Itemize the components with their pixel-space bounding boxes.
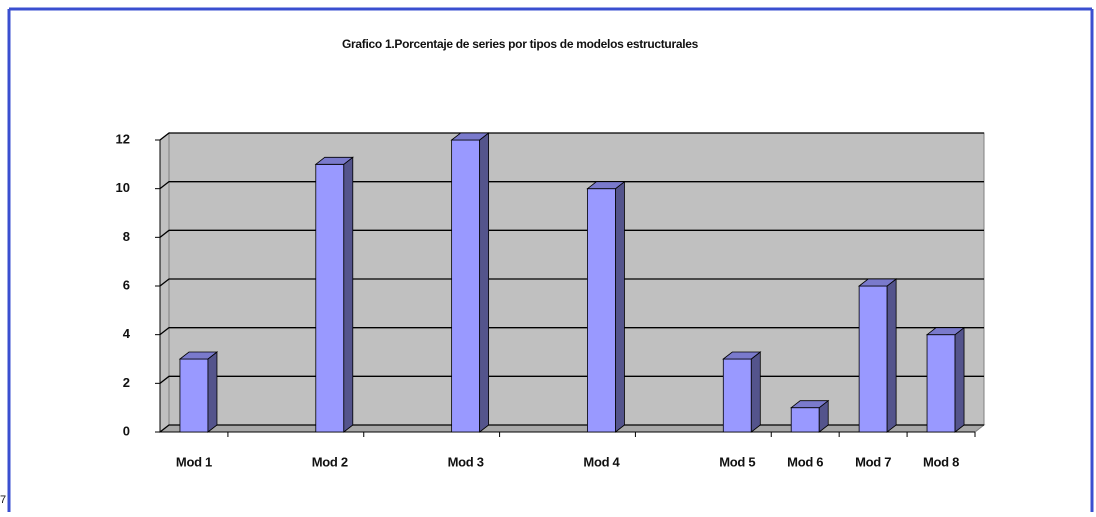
plot-area: 0 2 4 6 8 10 12 Mod 1 Mod 2 Mod 3 Mod 4 Mod 5 Mod 6 M… [116,131,986,469]
x-tick-label: Mod 1 [176,454,212,469]
x-tick-label: Mod 5 [719,454,755,469]
bar-side [207,351,218,433]
bar [722,351,762,433]
bar-front [722,358,752,433]
grid-line [159,375,984,384]
bar-front [179,358,209,433]
x-tick-label: Mod 4 [583,454,620,469]
bar-front [926,334,956,433]
chart-title: Grafico 1.Porcentaje de series por tipos… [342,37,699,51]
bar [586,180,626,433]
x-tick-label: Mod 6 [787,454,823,469]
bar-top [722,351,762,360]
bar-top [450,132,490,141]
bar-top [314,156,354,165]
bar-front [315,163,345,433]
bar-top [925,327,966,336]
bar-side [886,278,897,433]
bar-front [587,188,616,433]
page-marker: 7 [0,494,6,506]
bar [790,399,830,433]
bar-side [954,326,965,433]
bar [925,326,966,433]
bar-front [858,285,888,433]
bar-top [586,181,626,190]
grid-line [159,327,984,336]
bar [450,132,490,433]
x-tick-label: Mod 8 [923,454,959,469]
y-tick-label: 8 [123,229,130,244]
y-tick-label: 6 [123,277,130,292]
bar-side [343,156,354,433]
bar-side [615,180,625,433]
bar-top [178,351,219,360]
y-tick-label: 2 [123,375,130,390]
bar-front [451,139,481,433]
grid-line [159,181,984,190]
grid-line [159,132,984,141]
y-tick-label: 0 [123,423,130,438]
bar [178,351,219,433]
bar-front [790,407,820,433]
grid-line [159,278,984,287]
y-tick-label: 10 [116,180,130,195]
bar-side [479,132,490,433]
bar-side [750,351,761,433]
y-tick-label: 12 [116,131,130,146]
x-tick-label: Mod 2 [312,454,348,469]
x-tick-label: Mod 3 [448,454,484,469]
bar-top [790,400,830,409]
bar-top [857,278,898,287]
bar [857,278,898,433]
bar [314,156,354,433]
y-tick-label: 4 [123,326,131,341]
grid-line [159,424,984,433]
grid-line [159,229,984,238]
x-tick-label: Mod 7 [855,454,891,469]
